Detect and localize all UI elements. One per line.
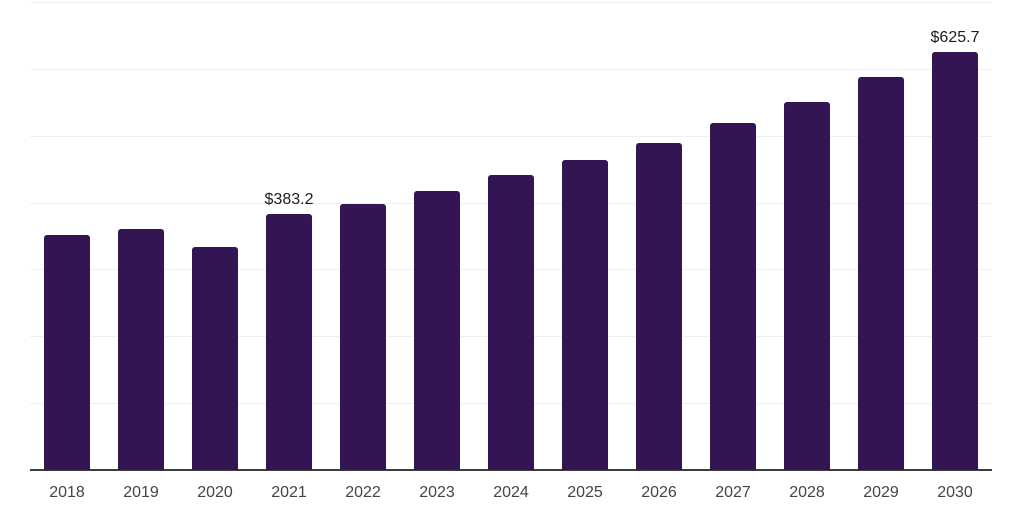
bar-2024: [488, 175, 534, 470]
x-tick-2028: 2028: [789, 484, 825, 501]
x-tick-2020: 2020: [197, 484, 233, 501]
bar-2019: [118, 228, 164, 470]
x-tick-2024: 2024: [493, 484, 529, 501]
x-tick-2022: 2022: [345, 484, 381, 501]
x-tick-2027: 2027: [715, 484, 751, 501]
bar-2027: [710, 123, 756, 470]
gridline-500: [30, 135, 992, 137]
bar-2021: [266, 213, 312, 470]
x-tick-2019: 2019: [123, 484, 159, 501]
x-tick-2030: 2030: [937, 484, 973, 501]
x-tick-2018: 2018: [49, 484, 85, 501]
bar-2028: [784, 102, 830, 470]
bar-2018: [44, 234, 90, 470]
x-tick-2025: 2025: [567, 484, 603, 501]
bar-2030: [932, 51, 978, 470]
x-tick-2021: 2021: [271, 484, 307, 501]
data-label-2021: $383.2: [264, 190, 314, 208]
bar-2022: [340, 204, 386, 470]
gridline-700: [30, 2, 992, 3]
x-tick-2029: 2029: [863, 484, 899, 501]
data-label-2030: $625.7: [930, 28, 980, 46]
bar-2029: [858, 76, 904, 470]
x-axis-line: [30, 469, 992, 471]
x-tick-2023: 2023: [419, 484, 455, 501]
x-tick-2026: 2026: [641, 484, 677, 501]
bar-2025: [562, 160, 608, 470]
bar-2023: [414, 191, 460, 470]
bar-2020: [192, 246, 238, 470]
bar-2026: [636, 143, 682, 470]
gridline-600: [30, 68, 992, 70]
